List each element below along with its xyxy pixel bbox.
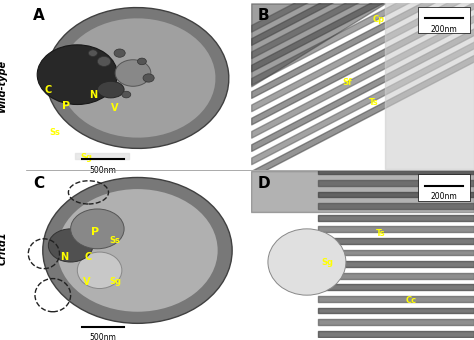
Text: V: V [82, 277, 90, 287]
FancyBboxPatch shape [418, 7, 470, 33]
Circle shape [71, 209, 124, 249]
Text: C: C [33, 176, 44, 191]
Circle shape [137, 58, 146, 65]
Circle shape [114, 49, 125, 57]
Text: P: P [91, 227, 99, 237]
Text: D: D [258, 176, 271, 191]
Text: C: C [45, 85, 52, 95]
Text: Sg: Sg [321, 257, 333, 267]
Circle shape [143, 74, 154, 82]
Ellipse shape [97, 81, 124, 98]
Text: N: N [89, 89, 97, 100]
Text: Ts: Ts [375, 230, 385, 238]
Ellipse shape [59, 18, 216, 138]
Circle shape [115, 60, 151, 86]
Text: Ss: Ss [110, 236, 120, 245]
Text: P: P [62, 101, 70, 111]
Ellipse shape [57, 189, 218, 312]
Ellipse shape [43, 177, 232, 323]
Text: N: N [60, 252, 68, 262]
Text: Wild-type: Wild-type [0, 58, 8, 112]
Circle shape [48, 229, 93, 262]
Text: Crltd1: Crltd1 [0, 232, 8, 265]
Text: Ts: Ts [369, 98, 379, 107]
Circle shape [97, 56, 111, 66]
Text: Cc: Cc [406, 296, 417, 305]
Text: Ss: Ss [50, 128, 61, 137]
Circle shape [37, 45, 118, 104]
Text: 200nm: 200nm [430, 192, 457, 201]
Ellipse shape [77, 252, 122, 289]
Text: C: C [85, 252, 92, 262]
Text: A: A [33, 8, 45, 23]
Text: V: V [111, 103, 119, 113]
Text: 200nm: 200nm [430, 25, 457, 34]
Ellipse shape [268, 229, 346, 295]
Text: Sg: Sg [80, 153, 92, 162]
Text: 500nm: 500nm [90, 166, 116, 175]
FancyBboxPatch shape [418, 174, 470, 201]
Text: B: B [258, 8, 270, 23]
Text: Sg: Sg [109, 277, 121, 286]
Text: Sf: Sf [342, 79, 352, 87]
Circle shape [122, 91, 131, 98]
Text: 500nm: 500nm [90, 333, 116, 340]
Ellipse shape [46, 7, 229, 149]
Circle shape [89, 50, 97, 56]
Text: Cp: Cp [372, 16, 384, 24]
